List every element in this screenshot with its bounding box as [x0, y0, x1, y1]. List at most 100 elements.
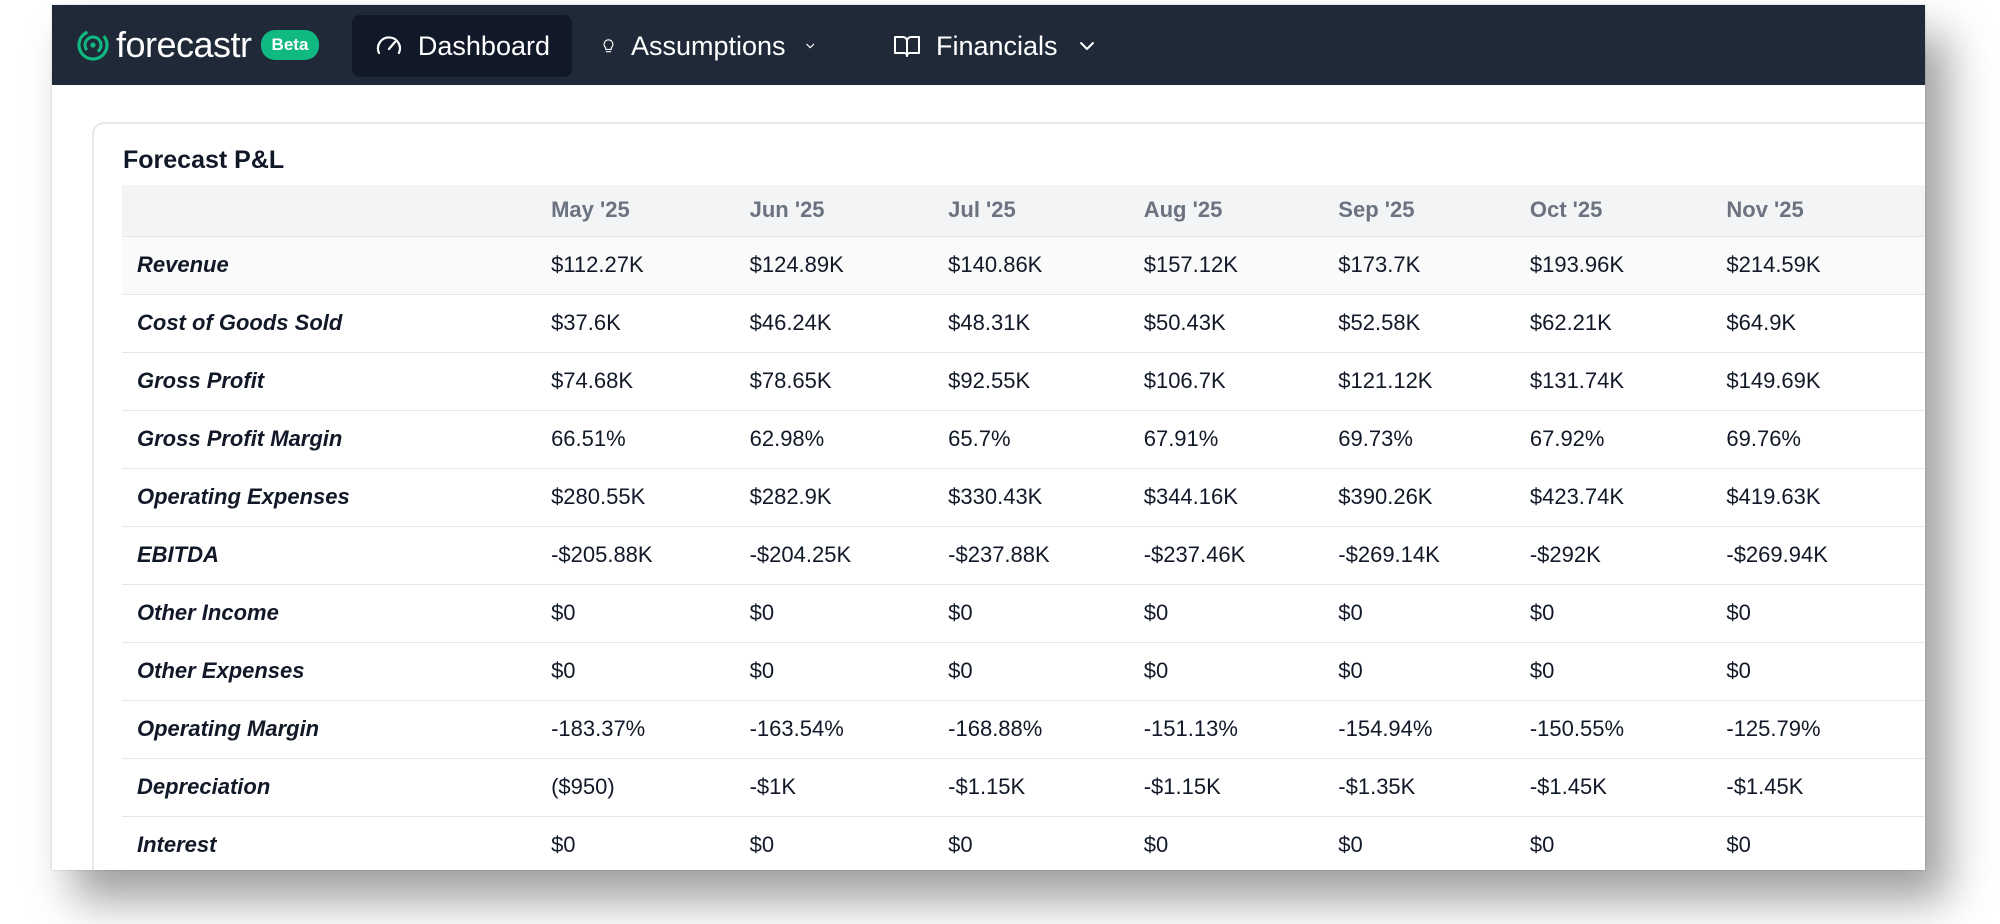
table-cell: -151.13%	[1143, 716, 1238, 741]
table-row: Revenue $112.27K $124.89K $140.86K $157.12K $…	[122, 236, 1925, 294]
table-cell: $92.55K	[948, 368, 1031, 393]
table-cell: $330.43K	[948, 484, 1043, 509]
table-cell: $0	[1529, 832, 1555, 858]
table-cell: $344.16K	[1143, 484, 1238, 509]
app-window: forecastr Beta Dashboard Assumptions	[52, 5, 1925, 870]
table-cell: -$1.15K	[1143, 774, 1221, 799]
nav-financials-label: Financials	[936, 30, 1058, 61]
top-navbar: forecastr Beta Dashboard Assumptions	[52, 5, 1925, 85]
row-label: Gross Profit	[137, 368, 265, 393]
table-cell: -125.79%	[1726, 716, 1821, 741]
nav-assumptions-label: Assumptions	[630, 30, 786, 61]
beta-badge: Beta	[260, 30, 320, 60]
chevron-down-icon	[805, 43, 814, 49]
table-cell: $112.27K	[551, 252, 644, 277]
table-cell: $0	[1338, 600, 1363, 625]
table-cell: $280.55K	[551, 484, 646, 509]
table-cell: $0	[1338, 832, 1363, 858]
table-cell: $0	[551, 658, 576, 683]
table-cell: ($950)	[551, 774, 615, 799]
table-row: Other Expenses $0 $0 $0 $0 $0 $0 $0	[122, 642, 1925, 700]
row-label: EBITDA	[137, 542, 219, 567]
table-cell: $140.86K	[948, 252, 1043, 277]
row-label: Operating Expenses	[137, 484, 350, 509]
column-header: Oct '25	[1529, 197, 1603, 223]
table-cell: 69.76%	[1726, 426, 1801, 451]
table-cell: -163.54%	[749, 716, 844, 741]
table-cell: $0	[1726, 658, 1751, 683]
table-cell: $0	[948, 658, 973, 683]
table-row: Other Income $0 $0 $0 $0 $0 $0 $0	[122, 584, 1925, 642]
table-row: Gross Profit Margin 66.51% 62.98% 65.7% 67.9…	[122, 410, 1925, 468]
table-cell: -$1.15K	[948, 774, 1026, 799]
row-label: Gross Profit Margin	[137, 426, 343, 451]
table-row: EBITDA -$205.88K -$204.25K -$237.88K -$237.4…	[122, 526, 1925, 584]
table-row: Depreciation ($950) -$1K -$1.15K -$1.15K -$1.…	[122, 758, 1925, 816]
table-cell: $0	[1529, 600, 1555, 625]
table-cell: $0	[1338, 658, 1363, 683]
table-cell: $149.69K	[1726, 368, 1821, 393]
column-header-metric	[122, 185, 551, 236]
table-cell: $214.59K	[1726, 252, 1821, 277]
table-cell: $0	[1143, 658, 1169, 683]
table-cell: -154.94%	[1338, 716, 1433, 741]
row-label: Revenue	[137, 252, 229, 277]
app-logo[interactable]: forecastr Beta	[76, 23, 320, 67]
table-cell: -$1.45K	[1529, 774, 1607, 799]
table-cell: -$204.25K	[749, 542, 852, 567]
nav-financials[interactable]: Financials	[870, 15, 1130, 77]
table-cell: -$1.45K	[1726, 774, 1804, 799]
chevron-down-icon	[1079, 42, 1094, 50]
table-cell: $0	[1143, 832, 1169, 858]
table-cell: $106.7K	[1143, 368, 1226, 393]
table-cell: $50.43K	[1143, 310, 1226, 335]
column-header: Jul '25	[948, 197, 1016, 223]
table-cell: -$205.88K	[551, 542, 653, 567]
table-cell: $64.9K	[1726, 310, 1797, 335]
forecast-pl-card: Forecast P&L	[92, 122, 1925, 870]
table-cell: $121.12K	[1338, 368, 1433, 393]
row-label: Other Income	[137, 600, 279, 625]
table-cell: $0	[1529, 658, 1555, 683]
table-cell: -150.55%	[1529, 716, 1625, 741]
nav-dashboard[interactable]: Dashboard	[352, 15, 572, 77]
column-header: Aug '25	[1143, 197, 1223, 223]
row-label: Cost of Goods Sold	[137, 310, 343, 335]
table-cell: 69.73%	[1338, 426, 1413, 451]
forecast-pl-table: May '25 Jun '25 Jul '25 Aug '25 Sep '25 …	[122, 185, 1925, 870]
table-header-row: May '25 Jun '25 Jul '25 Aug '25 Sep '25 …	[122, 185, 1925, 236]
table-cell: -183.37%	[551, 716, 646, 741]
row-label: Operating Margin	[137, 716, 320, 741]
logo-text: forecastr	[116, 24, 252, 65]
table-cell: -168.88%	[948, 716, 1043, 741]
table-cell: 65.7%	[948, 426, 1011, 451]
table-cell: $0	[749, 832, 775, 858]
table-cell: -$269.14K	[1338, 542, 1440, 567]
table-cell: $124.89K	[749, 252, 844, 277]
nav-assumptions[interactable]: Assumptions	[578, 15, 838, 77]
table-cell: -$237.46K	[1143, 542, 1246, 567]
table-cell: $423.74K	[1529, 484, 1625, 509]
table-cell: $46.24K	[749, 310, 832, 335]
table-cell: $193.96K	[1529, 252, 1625, 277]
table-cell: $419.63K	[1726, 484, 1821, 509]
gauge-icon	[376, 36, 401, 55]
table-cell: $0	[1726, 600, 1751, 625]
table-cell: $173.7K	[1338, 252, 1421, 277]
table-cell: $0	[551, 832, 576, 858]
column-header: May '25	[551, 197, 630, 223]
card-title: Forecast P&L	[123, 146, 285, 174]
table-cell: -$1.35K	[1338, 774, 1416, 799]
table-row: Operating Margin -183.37% -163.54% -168.88%…	[122, 700, 1925, 758]
table-cell: -$269.94K	[1726, 542, 1828, 567]
table-cell: $0	[551, 600, 576, 625]
table-row: Cost of Goods Sold $37.6K $46.24K $48.31K $5…	[122, 294, 1925, 352]
open-book-icon	[894, 36, 920, 57]
table-cell: $0	[948, 832, 973, 858]
table-cell: $157.12K	[1143, 252, 1238, 277]
table-cell: $0	[749, 658, 775, 683]
column-header: Jun '25	[749, 197, 825, 223]
table-cell: $0	[948, 600, 973, 625]
table-cell: -$237.88K	[948, 542, 1050, 567]
table-cell: -$1K	[749, 774, 797, 799]
